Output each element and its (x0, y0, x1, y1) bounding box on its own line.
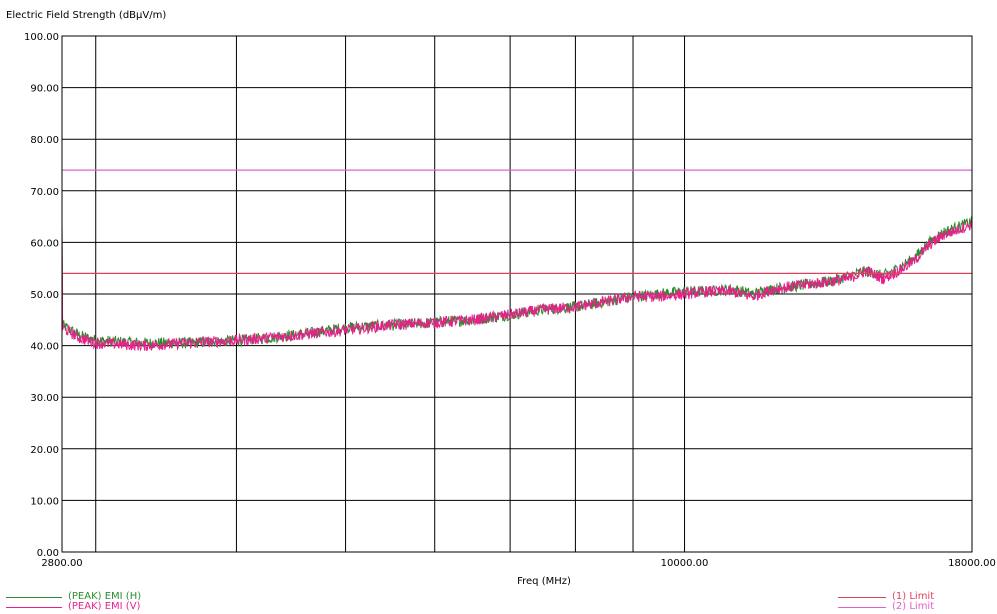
legend-swatch-limit-1 (838, 596, 886, 598)
y-tick-label: 60.00 (30, 238, 59, 249)
x-tick-label: 2800.00 (41, 558, 82, 569)
x-tick-label: 10000.00 (661, 558, 709, 569)
y-tick-label: 50.00 (30, 290, 59, 301)
y-tick-label: 80.00 (30, 135, 59, 146)
legend-swatch-limit-2 (838, 606, 886, 608)
y-tick-label: 10.00 (30, 496, 59, 507)
legend-item-peak-h: (PEAK) EMI (H) (6, 592, 141, 602)
legend-item-limit-1: (1) Limit (838, 592, 934, 602)
legend-label-limit-2: (2) Limit (892, 601, 935, 612)
series-peak-v (61, 221, 973, 352)
y-tick-label: 40.00 (30, 342, 59, 353)
y-tick-label: 100.00 (24, 32, 59, 43)
legend-label-limit-1: (1) Limit (892, 591, 935, 602)
x-axis-label: Freq (MHz) (517, 576, 571, 587)
y-tick-label: 20.00 (30, 445, 59, 456)
series-peak-h (61, 216, 973, 349)
legend-left: (PEAK) EMI (H) (PEAK) EMI (V) (6, 592, 141, 612)
plot-frame (61, 35, 973, 553)
y-tick-label: 30.00 (30, 393, 59, 404)
legend-swatch-peak-v (6, 606, 62, 608)
legend-swatch-peak-h (6, 596, 62, 598)
y-tick-label: 90.00 (30, 84, 59, 95)
y-tick-label: 0.00 (37, 548, 59, 559)
legend-item-limit-2: (2) Limit (838, 602, 934, 612)
y-tick-label: 70.00 (30, 187, 59, 198)
grid (62, 35, 972, 553)
x-tick-label: 18000.00 (948, 558, 996, 569)
x-tick-labels: 2800.00 10000.00 18000.00 (41, 558, 996, 569)
legend-item-peak-v: (PEAK) EMI (V) (6, 602, 141, 612)
y-axis-label: Electric Field Strength (dBμV/m) (6, 10, 166, 21)
series-group (61, 169, 973, 352)
legend-label-peak-h: (PEAK) EMI (H) (68, 591, 142, 602)
y-tick-labels: 0.00 10.00 20.00 30.00 40.00 50.00 60.00 70.00 8… (24, 32, 59, 559)
legend-right: (1) Limit (2) Limit (838, 592, 934, 612)
legend-label-peak-v: (PEAK) EMI (V) (68, 601, 141, 612)
